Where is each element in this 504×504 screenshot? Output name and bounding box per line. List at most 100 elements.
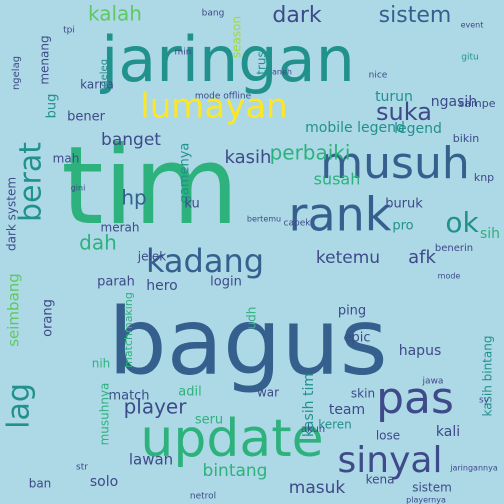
- word-nice: nice: [369, 71, 388, 81]
- word-afk: afk: [408, 247, 436, 268]
- word-gini: gini: [71, 184, 86, 193]
- word-mobile-legend: mobile legend: [305, 120, 405, 136]
- word-jaringan: jaringan: [99, 23, 355, 96]
- word-skin: skin: [351, 387, 375, 401]
- word-event: event: [461, 21, 484, 30]
- word-kalah: kalah: [88, 2, 142, 26]
- word-pro: pro: [392, 219, 413, 234]
- word-karna: karna: [80, 78, 114, 92]
- word-kadang: kadang: [146, 242, 264, 280]
- word-rank: rank: [289, 188, 392, 242]
- word-ok: ok: [445, 206, 479, 239]
- word-seru: seru: [195, 413, 223, 428]
- word-jawa: jawa: [422, 377, 444, 387]
- word-netrol: netrol: [190, 492, 216, 502]
- word-hp: hp: [121, 186, 146, 210]
- word-bintang: bintang: [203, 461, 268, 481]
- word-seimbang: seimbang: [5, 273, 23, 347]
- word-perbaiki: perbaiki: [270, 141, 351, 165]
- word-ketemu: ketemu: [316, 248, 380, 268]
- word-kena: kena: [366, 473, 395, 487]
- word-adil: adil: [178, 385, 201, 400]
- word-bagus: bagus: [108, 288, 387, 395]
- word-gamenya: gamenya: [178, 143, 193, 204]
- word-turun: turun: [375, 89, 413, 105]
- word-ngeleg: ngeleg: [99, 59, 110, 93]
- word-ngasih: ngasih: [431, 94, 477, 110]
- word-season: season: [230, 16, 244, 58]
- word-trus: trus: [255, 51, 269, 75]
- word-berat: berat: [14, 142, 49, 222]
- word-kasih-bintang: kasih bintang: [481, 336, 495, 417]
- word-musuh: musuh: [320, 138, 469, 189]
- word-merah: merah: [101, 221, 140, 235]
- word-mode: mode: [438, 272, 461, 281]
- word-capek: capek: [284, 219, 312, 229]
- word-tim: tim: [61, 124, 239, 249]
- word-war: war: [257, 386, 279, 400]
- word-lumayan: lumayan: [140, 87, 287, 127]
- word-kali: kali: [436, 424, 460, 440]
- word-bang: bang: [202, 9, 225, 19]
- word-legend: legend: [394, 121, 442, 137]
- word-lose: lose: [376, 429, 400, 443]
- word-update: update: [140, 409, 323, 469]
- word-hero: hero: [146, 278, 178, 294]
- word-sy: sy: [479, 396, 490, 406]
- word-ban: ban: [29, 477, 52, 491]
- word-pas: pas: [376, 373, 454, 424]
- word-mah: mah: [53, 152, 80, 166]
- word-banget: banget: [101, 130, 161, 150]
- word-sistem: sistem: [379, 3, 452, 28]
- word-sih: sih: [480, 226, 500, 242]
- word-team: team: [329, 402, 365, 418]
- word-mode-offline: mode offline: [195, 92, 252, 102]
- word-keren: keren: [318, 418, 352, 432]
- word-benerin: benerin: [435, 243, 473, 254]
- word-tpi: tpi: [63, 26, 75, 36]
- word-match: match: [108, 389, 149, 404]
- word-playernya: playernya: [406, 496, 446, 504]
- word-sinyal: sinyal: [338, 440, 443, 481]
- word-solo: solo: [90, 474, 118, 490]
- word-masuk: masuk: [289, 478, 346, 498]
- word-aneh: aneh: [272, 68, 292, 77]
- word-lawan: lawan: [129, 451, 173, 469]
- word-dark-system: dark system: [5, 177, 19, 251]
- word-ping: ping: [338, 304, 366, 319]
- word-susah: susah: [314, 170, 361, 189]
- word-kasih-tim: kasih tim: [301, 373, 317, 437]
- word-kasih: kasih: [225, 147, 272, 168]
- word-player: player: [124, 395, 188, 419]
- word-gitu: gitu: [461, 53, 478, 63]
- word-menang: menang: [38, 35, 52, 84]
- word-nih: nih: [92, 357, 111, 371]
- word-hapus: hapus: [399, 343, 442, 359]
- word-udh: udh: [245, 307, 259, 330]
- word-parah: parah: [97, 275, 135, 290]
- word-matchmaking: matchmaking: [122, 292, 135, 368]
- word-jaringannya: jaringannya: [449, 464, 498, 473]
- word-sistem: sistem: [412, 481, 452, 495]
- word-buruk: buruk: [385, 197, 423, 212]
- word-lag: lag: [2, 383, 37, 429]
- word-orang: orang: [41, 299, 56, 337]
- word-bertemu: bertemu: [247, 215, 281, 224]
- word-login: login: [210, 275, 242, 290]
- word-epic: epic: [343, 331, 370, 346]
- word-dark: dark: [272, 3, 321, 28]
- word-min: min: [175, 48, 192, 58]
- word-suka: suka: [376, 98, 432, 126]
- word-knp: knp: [474, 171, 494, 184]
- word-bug: bug: [45, 94, 60, 119]
- word-ku: ku: [184, 197, 199, 212]
- word-dah: dah: [79, 231, 117, 255]
- word-sampe: sampe: [459, 97, 496, 110]
- word-bikin: bikin: [453, 132, 479, 145]
- word-str: str: [76, 463, 88, 473]
- word-akun: akun: [301, 424, 325, 435]
- word-ngelag: ngelag: [11, 56, 22, 90]
